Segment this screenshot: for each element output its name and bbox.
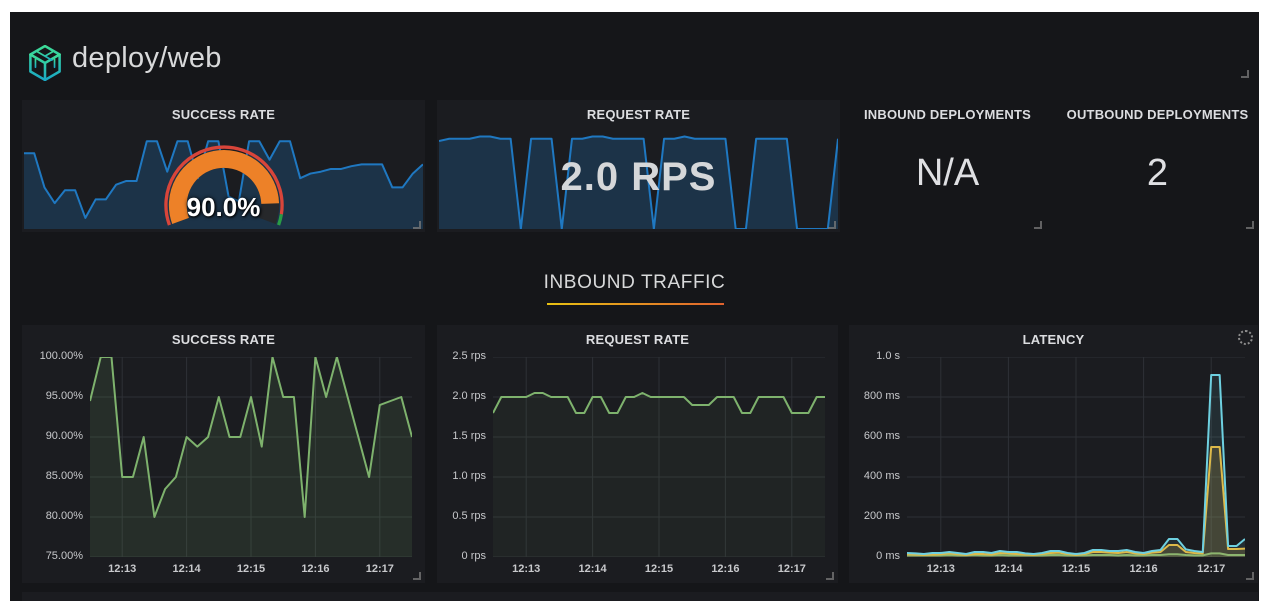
x-axis-labels: 12:13 12:14 12:15 12:16 12:17 [493,563,825,578]
panel-title[interactable]: OUTBOUND DEPLOYMENTS [1066,107,1249,122]
x-tick-label: 12:16 [301,563,330,575]
outbound-deployments-value: 2 [1146,152,1169,194]
x-axis-labels: 12:13 12:14 12:15 12:16 12:17 [907,563,1245,578]
y-axis-labels: 1.0 s 800 ms 600 ms 400 ms 200 ms 0 ms [853,350,907,562]
y-tick-label: 1.5 rps [452,430,486,442]
x-tick-label: 12:15 [1061,563,1091,575]
panel-title[interactable]: SUCCESS RATE [171,107,276,122]
y-tick-label: 2.0 rps [452,390,486,402]
dashboard-title: deploy/web [72,42,222,74]
y-tick-label: 600 ms [863,430,900,442]
y-tick-label: 1.0 rps [452,470,486,482]
x-axis-labels: 12:13 12:14 12:15 12:16 12:17 [90,563,412,578]
panel-title[interactable]: INBOUND DEPLOYMENTS [863,107,1032,122]
x-tick-label: 12:13 [108,563,137,575]
dashboard-header-row: deploy/web [10,12,1259,100]
x-tick-label: 12:13 [512,563,541,575]
success-rate-gauge: 90.0% [158,142,290,230]
y-tick-label: 0 rps [461,550,486,562]
loading-spinner-icon [1238,330,1253,345]
y-tick-label: 95.00% [45,390,83,402]
x-tick-label: 12:16 [711,563,740,575]
x-tick-label: 12:15 [236,563,266,575]
panel-resize-handle[interactable] [1246,221,1254,229]
request-rate-value: 2.0 RPS [560,155,717,199]
y-tick-label: 200 ms [863,510,900,522]
x-tick-label: 12:16 [1129,563,1158,575]
x-tick-label: 12:15 [644,563,674,575]
gauge-value: 90.0% [186,192,261,222]
grafana-dashboard: deploy/web SUCCESS RATE 90.0% REQUEST RA… [10,12,1259,601]
panel-resize-handle[interactable] [826,572,834,580]
panel-success-rate-stat: SUCCESS RATE 90.0% [22,100,425,232]
chart-plot-area[interactable] [90,357,412,557]
panel-request-rate-stat: REQUEST RATE 2.0 RPS [437,100,840,232]
y-axis-labels: 2.5 rps 2.0 rps 1.5 rps 1.0 rps 0.5 rps 0 rps [441,350,493,562]
panel-request-rate-chart: REQUEST RATE 2.5 rps 2.0 rps 1.5 rps 1.0 rp… [437,325,838,583]
y-tick-label: 75.00% [45,550,83,562]
x-tick-label: 12:14 [172,563,201,575]
panel-outbound-deployments: OUTBOUND DEPLOYMENTS 2 [1057,100,1258,232]
y-tick-label: 80.00% [45,510,83,522]
x-tick-label: 12:13 [926,563,955,575]
chart-plot-area[interactable] [907,357,1245,557]
y-tick-label: 400 ms [863,470,900,482]
y-axis-labels: 100.00% 95.00% 90.00% 85.00% 80.00% 75.00% [26,350,90,562]
success-rate-sparkline [24,132,423,229]
y-tick-label: 85.00% [45,470,83,482]
panel-title[interactable]: REQUEST RATE [585,332,690,347]
panel-title[interactable]: SUCCESS RATE [171,332,276,347]
y-tick-label: 800 ms [863,390,900,402]
y-tick-label: 100.00% [39,350,83,362]
y-tick-label: 90.00% [45,430,83,442]
x-tick-label: 12:17 [777,563,806,575]
linkerd-logo-icon [27,44,63,82]
panel-inbound-deployments: INBOUND DEPLOYMENTS N/A [849,100,1046,232]
gauge-svg [163,145,284,226]
x-tick-label: 12:17 [365,563,394,575]
y-tick-label: 0.5 rps [452,510,486,522]
panel-latency-chart: LATENCY 1.0 s 800 ms 600 ms 400 ms 200 ms 0 m… [849,325,1258,583]
y-tick-label: 1.0 s [876,350,900,362]
panel-title[interactable]: LATENCY [1022,332,1085,347]
panel-success-rate-chart: SUCCESS RATE 100.00% 95.00% 90.00% 85.00% 80… [22,325,425,583]
y-tick-label: 0 ms [876,550,900,562]
panel-resize-handle[interactable] [1246,572,1254,580]
y-tick-label: 2.5 rps [452,350,486,362]
next-row-panel-edge [22,592,1258,601]
request-rate-sparkline [439,132,838,229]
panel-resize-handle[interactable] [828,221,836,229]
panel-title[interactable]: REQUEST RATE [586,107,691,122]
panel-resize-handle[interactable] [1241,70,1249,78]
section-underline [546,303,724,305]
section-title: INBOUND TRAFFIC [543,272,726,293]
x-tick-label: 12:14 [994,563,1023,575]
x-tick-label: 12:14 [578,563,607,575]
panel-resize-handle[interactable] [413,572,421,580]
x-tick-label: 12:17 [1197,563,1226,575]
chart-plot-area[interactable] [493,357,825,557]
panel-resize-handle[interactable] [413,221,421,229]
panel-resize-handle[interactable] [1034,221,1042,229]
inbound-deployments-value: N/A [915,152,980,194]
